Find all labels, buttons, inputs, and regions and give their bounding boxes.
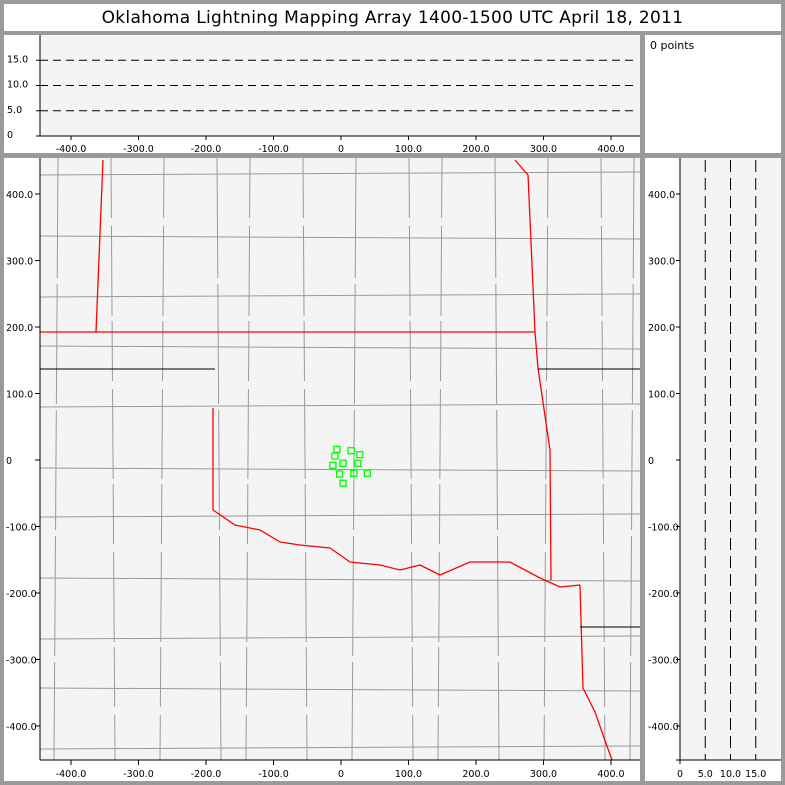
y-tick-label: 300.0 — [6, 257, 33, 268]
station-marker — [339, 479, 347, 487]
x-tick-label: -400.0 — [56, 769, 87, 780]
station-marker — [339, 459, 347, 467]
county-line — [39, 687, 641, 692]
station-marker — [329, 461, 337, 469]
x-tick-label: 400.0 — [597, 769, 624, 780]
y-tick-label: 15.0 — [7, 54, 28, 65]
y-tick-label: 0 — [7, 130, 13, 141]
y-tick-label: 400.0 — [648, 190, 675, 201]
county-line — [110, 157, 116, 761]
x-tick-label: -300.0 — [123, 144, 154, 155]
county-line — [543, 157, 549, 761]
x-tick-label: 200.0 — [462, 769, 489, 780]
county-line — [39, 345, 641, 350]
county-line — [53, 157, 59, 761]
y-tick-label: 0 — [648, 456, 654, 467]
station-marker — [350, 469, 358, 477]
county-line — [39, 577, 641, 582]
y-tick-label: 200.0 — [648, 323, 675, 334]
y-tick-label: 0 — [6, 456, 12, 467]
county-line — [159, 157, 165, 761]
station-marker — [335, 470, 344, 478]
y-tick-label: -200.0 — [648, 589, 679, 600]
y-tick-label: 100.0 — [6, 390, 33, 401]
county-map — [39, 157, 641, 761]
county-line — [39, 635, 641, 640]
points-count-panel: 0 points — [645, 35, 781, 153]
x-tick-label: 300.0 — [530, 769, 557, 780]
y-tick-label: -300.0 — [648, 656, 679, 667]
x-tick-label: 0 — [338, 144, 344, 155]
x-tick-label: 0 — [677, 769, 683, 780]
county-line — [39, 745, 641, 750]
x-tick-label: 100.0 — [395, 144, 422, 155]
y-tick-label: -400.0 — [6, 722, 37, 733]
county-line — [408, 157, 414, 761]
county-line — [351, 157, 357, 761]
state-border — [95, 159, 104, 333]
county-line — [629, 157, 635, 761]
station-marker — [347, 447, 355, 455]
county-line — [302, 157, 308, 761]
county-line — [39, 513, 641, 518]
x-tick-label: 0 — [338, 769, 344, 780]
county-line — [39, 293, 641, 298]
y-tick-label: -200.0 — [6, 589, 37, 600]
x-tick-label: -200.0 — [191, 769, 222, 780]
station-marker — [331, 452, 339, 460]
points-count: 0 points — [650, 39, 695, 52]
x-tick-label: -100.0 — [258, 769, 289, 780]
station-marker — [333, 445, 341, 454]
county-line — [216, 157, 222, 761]
station-marker — [363, 469, 371, 477]
y-tick-label: -100.0 — [648, 523, 679, 534]
plot-title: Oklahoma Lightning Mapping Array 1400-15… — [4, 4, 781, 31]
x-tick-label: 5.0 — [698, 769, 713, 780]
x-tick-label: -400.0 — [56, 144, 87, 155]
y-tick-label: 100.0 — [648, 390, 675, 401]
x-tick-label: 15.0 — [745, 769, 766, 780]
state-border — [514, 159, 552, 581]
y-tick-label: 10.0 — [7, 80, 28, 91]
county-line — [494, 157, 500, 761]
station-marker — [356, 451, 364, 459]
county-line — [39, 235, 641, 240]
x-tick-label: 200.0 — [462, 144, 489, 155]
county-line — [39, 403, 641, 408]
y-tick-label: 5.0 — [7, 105, 22, 116]
county-line — [437, 157, 443, 761]
state-border — [212, 509, 581, 588]
county-line — [39, 171, 641, 176]
state-border — [579, 584, 613, 761]
x-tick-label: 10.0 — [720, 769, 741, 780]
y-tick-label: 200.0 — [6, 323, 33, 334]
y-tick-label: 400.0 — [6, 190, 33, 201]
x-tick-label: 100.0 — [395, 769, 422, 780]
y-tick-label: -100.0 — [6, 523, 37, 534]
x-tick-label: 400.0 — [597, 144, 624, 155]
x-tick-label: -200.0 — [191, 144, 222, 155]
y-tick-label: 300.0 — [648, 257, 675, 268]
county-line — [39, 467, 641, 472]
county-line — [600, 157, 606, 761]
station-marker — [354, 459, 362, 467]
x-tick-label: -300.0 — [123, 769, 154, 780]
x-tick-label: 300.0 — [530, 144, 557, 155]
x-tick-label: -100.0 — [258, 144, 289, 155]
y-tick-label: -400.0 — [648, 722, 679, 733]
y-tick-label: -300.0 — [6, 656, 37, 667]
plan-view-plot-area[interactable] — [40, 158, 640, 760]
county-line — [245, 157, 251, 761]
